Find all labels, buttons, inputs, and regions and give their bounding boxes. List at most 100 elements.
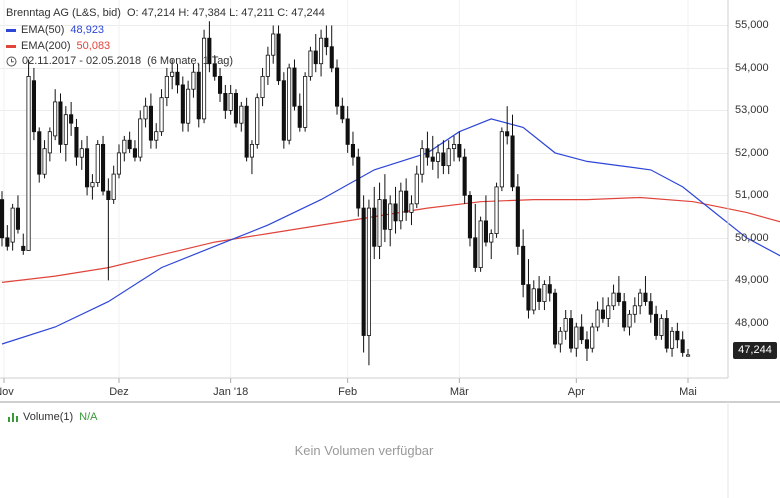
candle (74, 118, 79, 166)
last-price-badge: 47,244 (733, 342, 777, 359)
candle (47, 127, 52, 162)
candle-body (42, 148, 47, 175)
candle-body (595, 309, 600, 328)
volume-value: N/A (79, 411, 98, 423)
candle-body (53, 101, 58, 137)
candle-body (313, 50, 318, 65)
no-volume-message: Kein Volumen verfügbar (294, 443, 434, 458)
candle (271, 25, 276, 64)
candle-body (255, 97, 260, 145)
candlesticks (0, 21, 691, 366)
candle (675, 322, 680, 349)
candle (255, 93, 260, 149)
candle (446, 140, 451, 175)
candle (148, 93, 154, 149)
candle-body (69, 114, 74, 124)
candle (420, 140, 425, 183)
candle (664, 310, 669, 353)
candle (553, 288, 558, 349)
candle-body (207, 37, 212, 65)
candle-body (361, 207, 366, 336)
candle (201, 29, 207, 124)
price-tick-label: 52,000 (735, 146, 769, 159)
candle (542, 280, 547, 311)
candle-body (398, 190, 403, 222)
ema50-label: EMA(50) (21, 24, 65, 36)
candle-body (553, 292, 558, 345)
ema50-value: 48,923 (70, 24, 105, 36)
candle (143, 97, 148, 128)
candle-body (329, 46, 334, 69)
candle (132, 140, 138, 162)
time-tick-label: Mär (449, 386, 469, 398)
candle-body (462, 156, 467, 196)
candle (680, 331, 685, 357)
candle-body (143, 105, 148, 120)
candle-body (175, 71, 180, 86)
candle (430, 135, 435, 170)
candle (276, 25, 281, 85)
candle (451, 135, 457, 162)
candle (196, 63, 201, 128)
legend-ema50[interactable]: EMA(50) 48,923 (6, 24, 104, 36)
candle-body (164, 76, 169, 99)
price-tick-label: 50,000 (735, 231, 769, 244)
candle (632, 297, 637, 323)
candle (340, 97, 345, 124)
candle (191, 63, 196, 98)
legend-ema200[interactable]: EMA(200) 50,083 (6, 40, 110, 52)
clock-icon (6, 56, 17, 66)
candle-body (670, 330, 675, 349)
candle (638, 288, 643, 315)
ema200-value: 50,083 (76, 40, 111, 52)
candle-body (382, 199, 387, 230)
candle-body (388, 203, 393, 230)
candle-body (467, 194, 472, 239)
candle-body (37, 131, 42, 175)
candle-body (217, 76, 223, 94)
candle (324, 25, 329, 56)
candle-body (15, 207, 20, 230)
candle (643, 276, 648, 306)
candle-body (542, 284, 547, 303)
candle (122, 135, 127, 162)
candle-body (563, 318, 568, 332)
candle-body (547, 284, 552, 294)
candle (648, 293, 653, 323)
candle-body (0, 199, 5, 239)
candle (398, 182, 403, 230)
candle-body (249, 143, 255, 158)
candle (85, 135, 90, 196)
ema200-swatch-icon (6, 44, 16, 48)
candle-body (489, 233, 494, 243)
time-tick-label: Dez (109, 386, 129, 398)
time-tick-label: Jan '18 (213, 386, 249, 398)
candle (21, 233, 26, 255)
candle (627, 310, 632, 336)
instrument-name: Brenntag AG (L&S, bid) (6, 7, 121, 19)
candle (233, 89, 239, 128)
candle-body (26, 76, 31, 251)
candle (111, 165, 116, 204)
candle (510, 114, 515, 192)
candle-body (499, 131, 504, 188)
candle (563, 310, 568, 340)
candle-body (223, 93, 228, 111)
volume-legend[interactable]: Volume(1) N/A (8, 411, 97, 423)
candle (69, 101, 74, 136)
candle-body (95, 143, 100, 183)
candle (170, 59, 175, 90)
candle-body (31, 80, 36, 133)
candle-body (10, 207, 15, 243)
volume-title: Volume(1) (23, 411, 74, 423)
period-range: 02.11.2017 - 02.05.2018 (22, 55, 142, 67)
candle-body (584, 339, 589, 349)
price-tick-label: 53,000 (735, 103, 769, 116)
candle (537, 276, 542, 311)
candle (329, 25, 334, 73)
price-tick-label: 48,000 (735, 316, 769, 329)
candle (53, 89, 58, 141)
candle (494, 182, 499, 238)
candle-body (606, 305, 611, 319)
